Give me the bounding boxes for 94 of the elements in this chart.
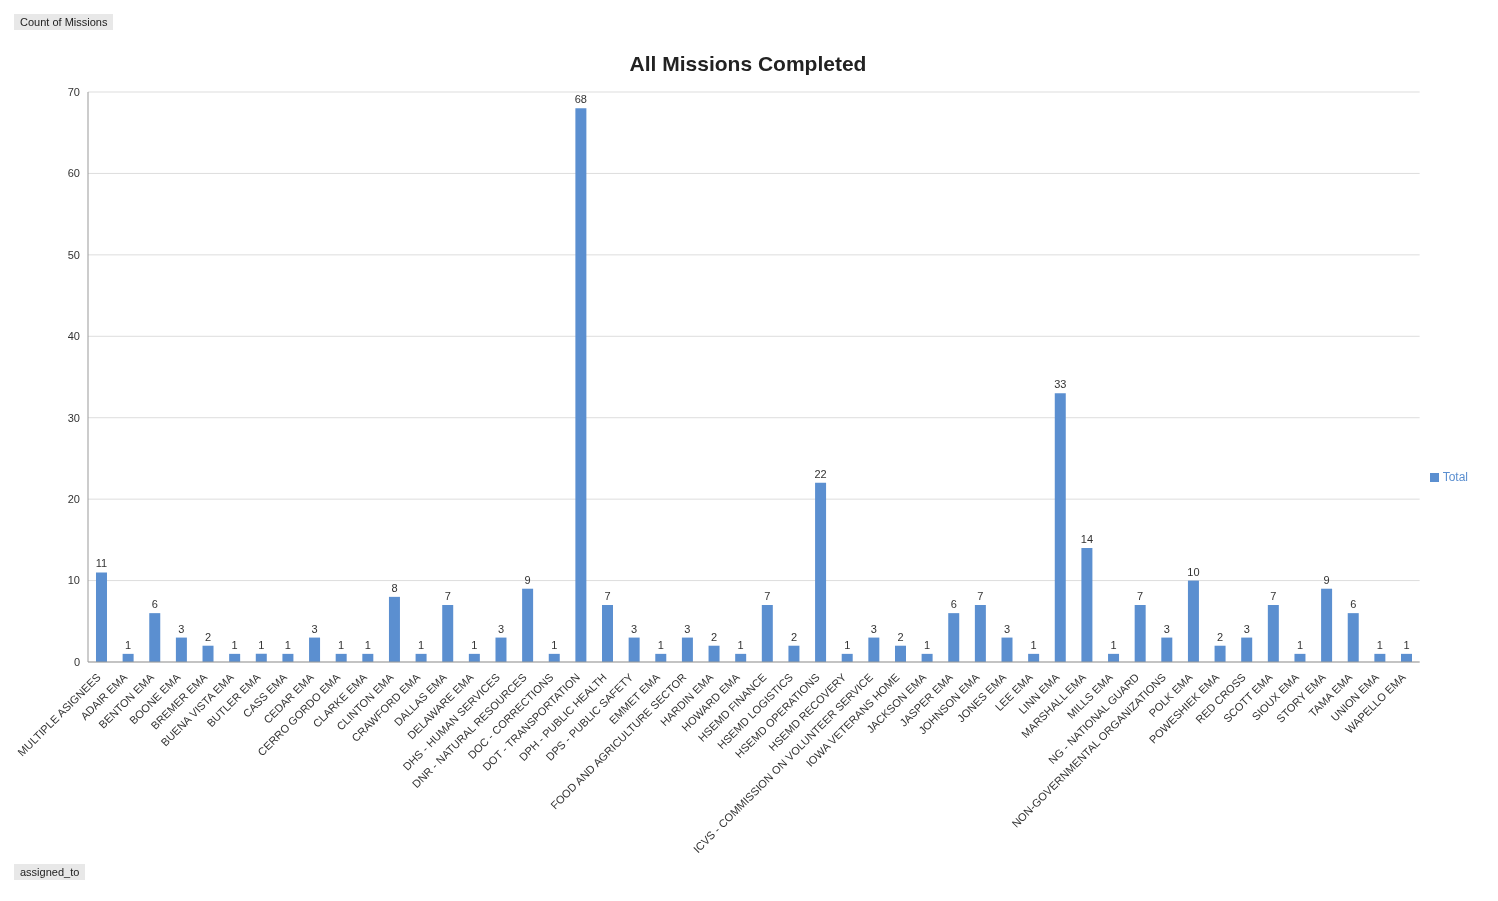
bar [149,613,161,662]
data-label: 1 [231,638,238,651]
data-label: 1 [1296,638,1304,651]
data-label: 3 [631,622,638,635]
text: assigned_to [14,864,86,880]
data-label: 3 [1163,622,1170,635]
bar [948,613,960,662]
data-label: 10 [1187,565,1200,578]
data-label: 14 [1080,533,1094,545]
bar [974,605,986,662]
bar [309,637,321,662]
data-label: 3 [178,622,185,635]
data-label: 1 [258,638,265,651]
bar [1054,393,1066,662]
data-label: 3 [684,622,691,635]
data-label: 3 [1243,622,1250,635]
bar [681,637,693,662]
data-label: 1 [1376,638,1383,651]
data-label: 7 [1270,590,1277,602]
bar [788,645,800,662]
data-label: 7 [977,590,984,602]
y-tick-label: 0 [73,655,80,668]
data-label: 1 [844,638,851,651]
bar [894,645,906,662]
data-label: 1 [1110,638,1117,651]
data-label: 3 [1003,622,1011,635]
y-tick-label: 20 [67,493,80,506]
data-label: 7 [1137,590,1144,602]
data-label: 22 [814,467,827,480]
data-label: 3 [311,622,318,635]
data-label: 3 [870,622,877,635]
bar [708,645,720,662]
legend-label: Total [1442,470,1468,484]
bar [495,637,507,662]
data-label: 8 [391,581,398,594]
bar [1321,588,1333,662]
data-label: 1 [737,638,744,651]
data-label: 1 [1403,638,1410,651]
bar [1241,637,1253,662]
text: Count of Missions [14,14,114,30]
data-label: 68 [574,93,588,106]
bar [202,645,214,662]
data-label: 9 [524,573,531,586]
data-label: 6 [950,598,957,611]
bar [868,637,880,662]
data-label: 1 [657,638,664,651]
data-label: 2 [897,630,904,643]
data-label: 9 [1323,573,1330,586]
bar [628,637,640,662]
data-label: 2 [1217,630,1224,643]
data-label: 1 [1030,638,1037,651]
data-label: 6 [1350,598,1357,611]
bar [761,605,773,662]
bar [575,108,587,662]
data-label: 1 [418,638,425,651]
data-label: 3 [497,622,505,635]
bar [1214,645,1226,662]
y-tick-label: 70 [67,85,80,98]
bar [1081,548,1093,662]
data-label: 11 [95,557,108,570]
bar [442,605,454,662]
data-label: 2 [790,630,798,643]
y-tick-label: 50 [67,248,80,261]
bar [1001,637,1013,662]
bar [1187,580,1199,662]
data-label: 1 [338,638,345,651]
bar [1347,613,1359,662]
bar [602,605,614,662]
bar [522,588,534,662]
chart-title: All Missions Completed [629,52,867,75]
bar [815,482,827,662]
data-label: 7 [444,590,451,602]
y-tick-label: 10 [67,574,80,587]
data-label: 1 [924,638,931,651]
data-label: 1 [284,638,291,651]
bar [1267,605,1279,662]
bar [95,572,107,662]
bar [175,637,187,662]
data-label: 1 [551,638,558,651]
y-tick-label: 40 [67,330,80,343]
data-label: 1 [471,638,478,651]
data-label: 33 [1054,378,1067,391]
data-label: 1 [364,638,371,651]
data-label: 2 [710,630,718,643]
bar [1134,605,1146,662]
bar [1161,637,1173,662]
data-label: 7 [604,590,611,602]
data-label: 1 [125,638,132,651]
y-tick-label: 60 [67,167,80,180]
data-label: 7 [764,590,771,602]
data-label: 6 [151,598,158,611]
bar [388,596,400,662]
data-label: 2 [204,630,212,643]
y-tick-label: 30 [67,411,80,424]
